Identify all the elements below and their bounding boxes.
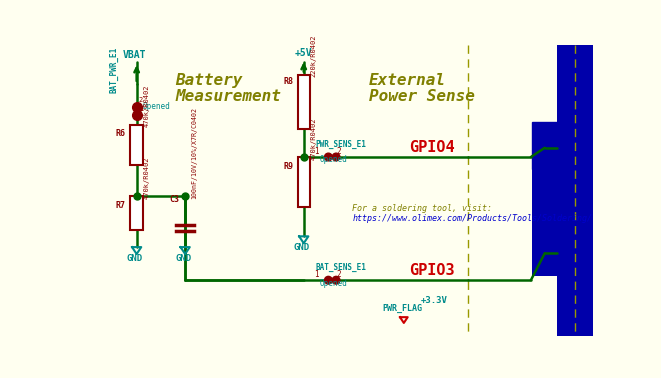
Text: Opened: Opened bbox=[319, 279, 347, 288]
Text: R6: R6 bbox=[115, 129, 125, 138]
Text: 100nF/10V/10%/X7R/C0402: 100nF/10V/10%/X7R/C0402 bbox=[191, 107, 197, 199]
Text: Opened: Opened bbox=[319, 155, 347, 164]
Text: BAT_PWR_E1: BAT_PWR_E1 bbox=[110, 47, 119, 93]
Text: C3: C3 bbox=[170, 195, 180, 204]
Text: Battery: Battery bbox=[175, 73, 243, 88]
Circle shape bbox=[332, 153, 340, 161]
Text: PWR_SENS_E1: PWR_SENS_E1 bbox=[315, 140, 366, 149]
Text: 470k/R0402: 470k/R0402 bbox=[143, 156, 149, 199]
Text: 1: 1 bbox=[315, 270, 319, 279]
Text: R9: R9 bbox=[284, 161, 293, 170]
Text: 2: 2 bbox=[139, 98, 143, 103]
Text: GND: GND bbox=[293, 243, 310, 252]
Bar bbox=[297, 157, 310, 207]
Text: Opened: Opened bbox=[143, 102, 171, 111]
Text: For a soldering tool, visit:: For a soldering tool, visit: bbox=[352, 204, 492, 213]
Text: R7: R7 bbox=[115, 201, 125, 210]
Circle shape bbox=[332, 276, 340, 284]
Text: R8: R8 bbox=[284, 77, 293, 86]
Bar bbox=[557, 45, 594, 336]
Text: 220k/R0402: 220k/R0402 bbox=[311, 35, 317, 77]
Text: GND: GND bbox=[175, 254, 191, 263]
Text: GND: GND bbox=[127, 254, 143, 263]
Bar bbox=[532, 165, 557, 276]
Bar bbox=[297, 74, 310, 129]
Text: 470k/R0402: 470k/R0402 bbox=[311, 117, 317, 160]
Text: Power Sense: Power Sense bbox=[369, 89, 475, 104]
Text: https://www.olimex.com/Products/Tools/Soldering/: https://www.olimex.com/Products/Tools/So… bbox=[352, 214, 592, 223]
Bar bbox=[130, 125, 143, 165]
Polygon shape bbox=[532, 122, 557, 169]
Text: 1: 1 bbox=[139, 106, 143, 112]
Text: PWR_FLAG: PWR_FLAG bbox=[382, 304, 422, 313]
Text: +5V: +5V bbox=[295, 48, 312, 58]
Text: 2: 2 bbox=[337, 270, 342, 279]
Text: BAT_SENS_E1: BAT_SENS_E1 bbox=[315, 263, 366, 272]
Text: 2: 2 bbox=[337, 147, 342, 156]
Circle shape bbox=[325, 153, 332, 161]
Text: VBAT: VBAT bbox=[123, 50, 146, 60]
Circle shape bbox=[325, 276, 332, 284]
Text: GPIO4: GPIO4 bbox=[409, 139, 455, 155]
Bar bbox=[130, 196, 143, 230]
Text: External: External bbox=[369, 73, 446, 88]
Text: +3.3V: +3.3V bbox=[421, 296, 447, 305]
Text: 470k/R0402: 470k/R0402 bbox=[143, 85, 149, 127]
Text: GPIO3: GPIO3 bbox=[409, 263, 455, 278]
Text: 1: 1 bbox=[315, 147, 319, 156]
Text: Measurement: Measurement bbox=[175, 89, 281, 104]
